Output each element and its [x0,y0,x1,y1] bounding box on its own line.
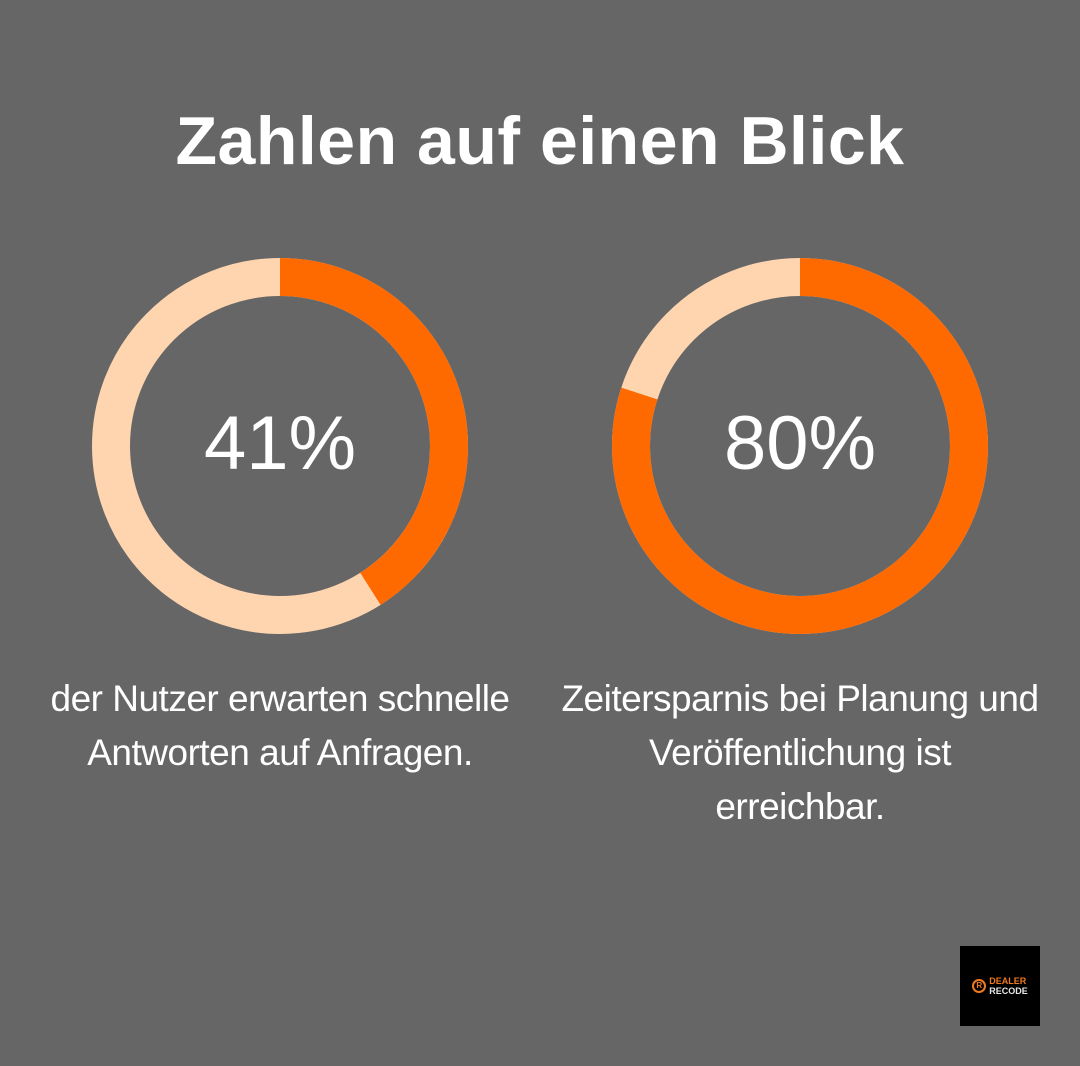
logo-wordmark: DEALER RECODE [989,976,1028,996]
stat-caption-2: Zeitersparnis bei Planung und Veröffentl… [561,678,1039,827]
logo-r-icon: R [972,979,987,993]
brand-logo: R DEALER RECODE [960,946,1040,1026]
stat-value: 80% [723,401,877,486]
logo-line-2: RECODE [989,986,1028,996]
donut-ring-2 [612,258,988,634]
donut-ring-1 [92,258,468,634]
stat-caption-1: der Nutzer erwarten schnelle Antworten a… [50,678,511,773]
donut-chart-1: 41% [90,256,470,636]
ring-progress [92,258,468,634]
logo-line-1: DEALER [989,976,1027,986]
donut-chart-2: 80% [610,256,990,636]
ring-progress [612,258,988,634]
page-title: Zahlen auf einen Blick [175,103,905,179]
stat-value: 41% [203,401,357,486]
